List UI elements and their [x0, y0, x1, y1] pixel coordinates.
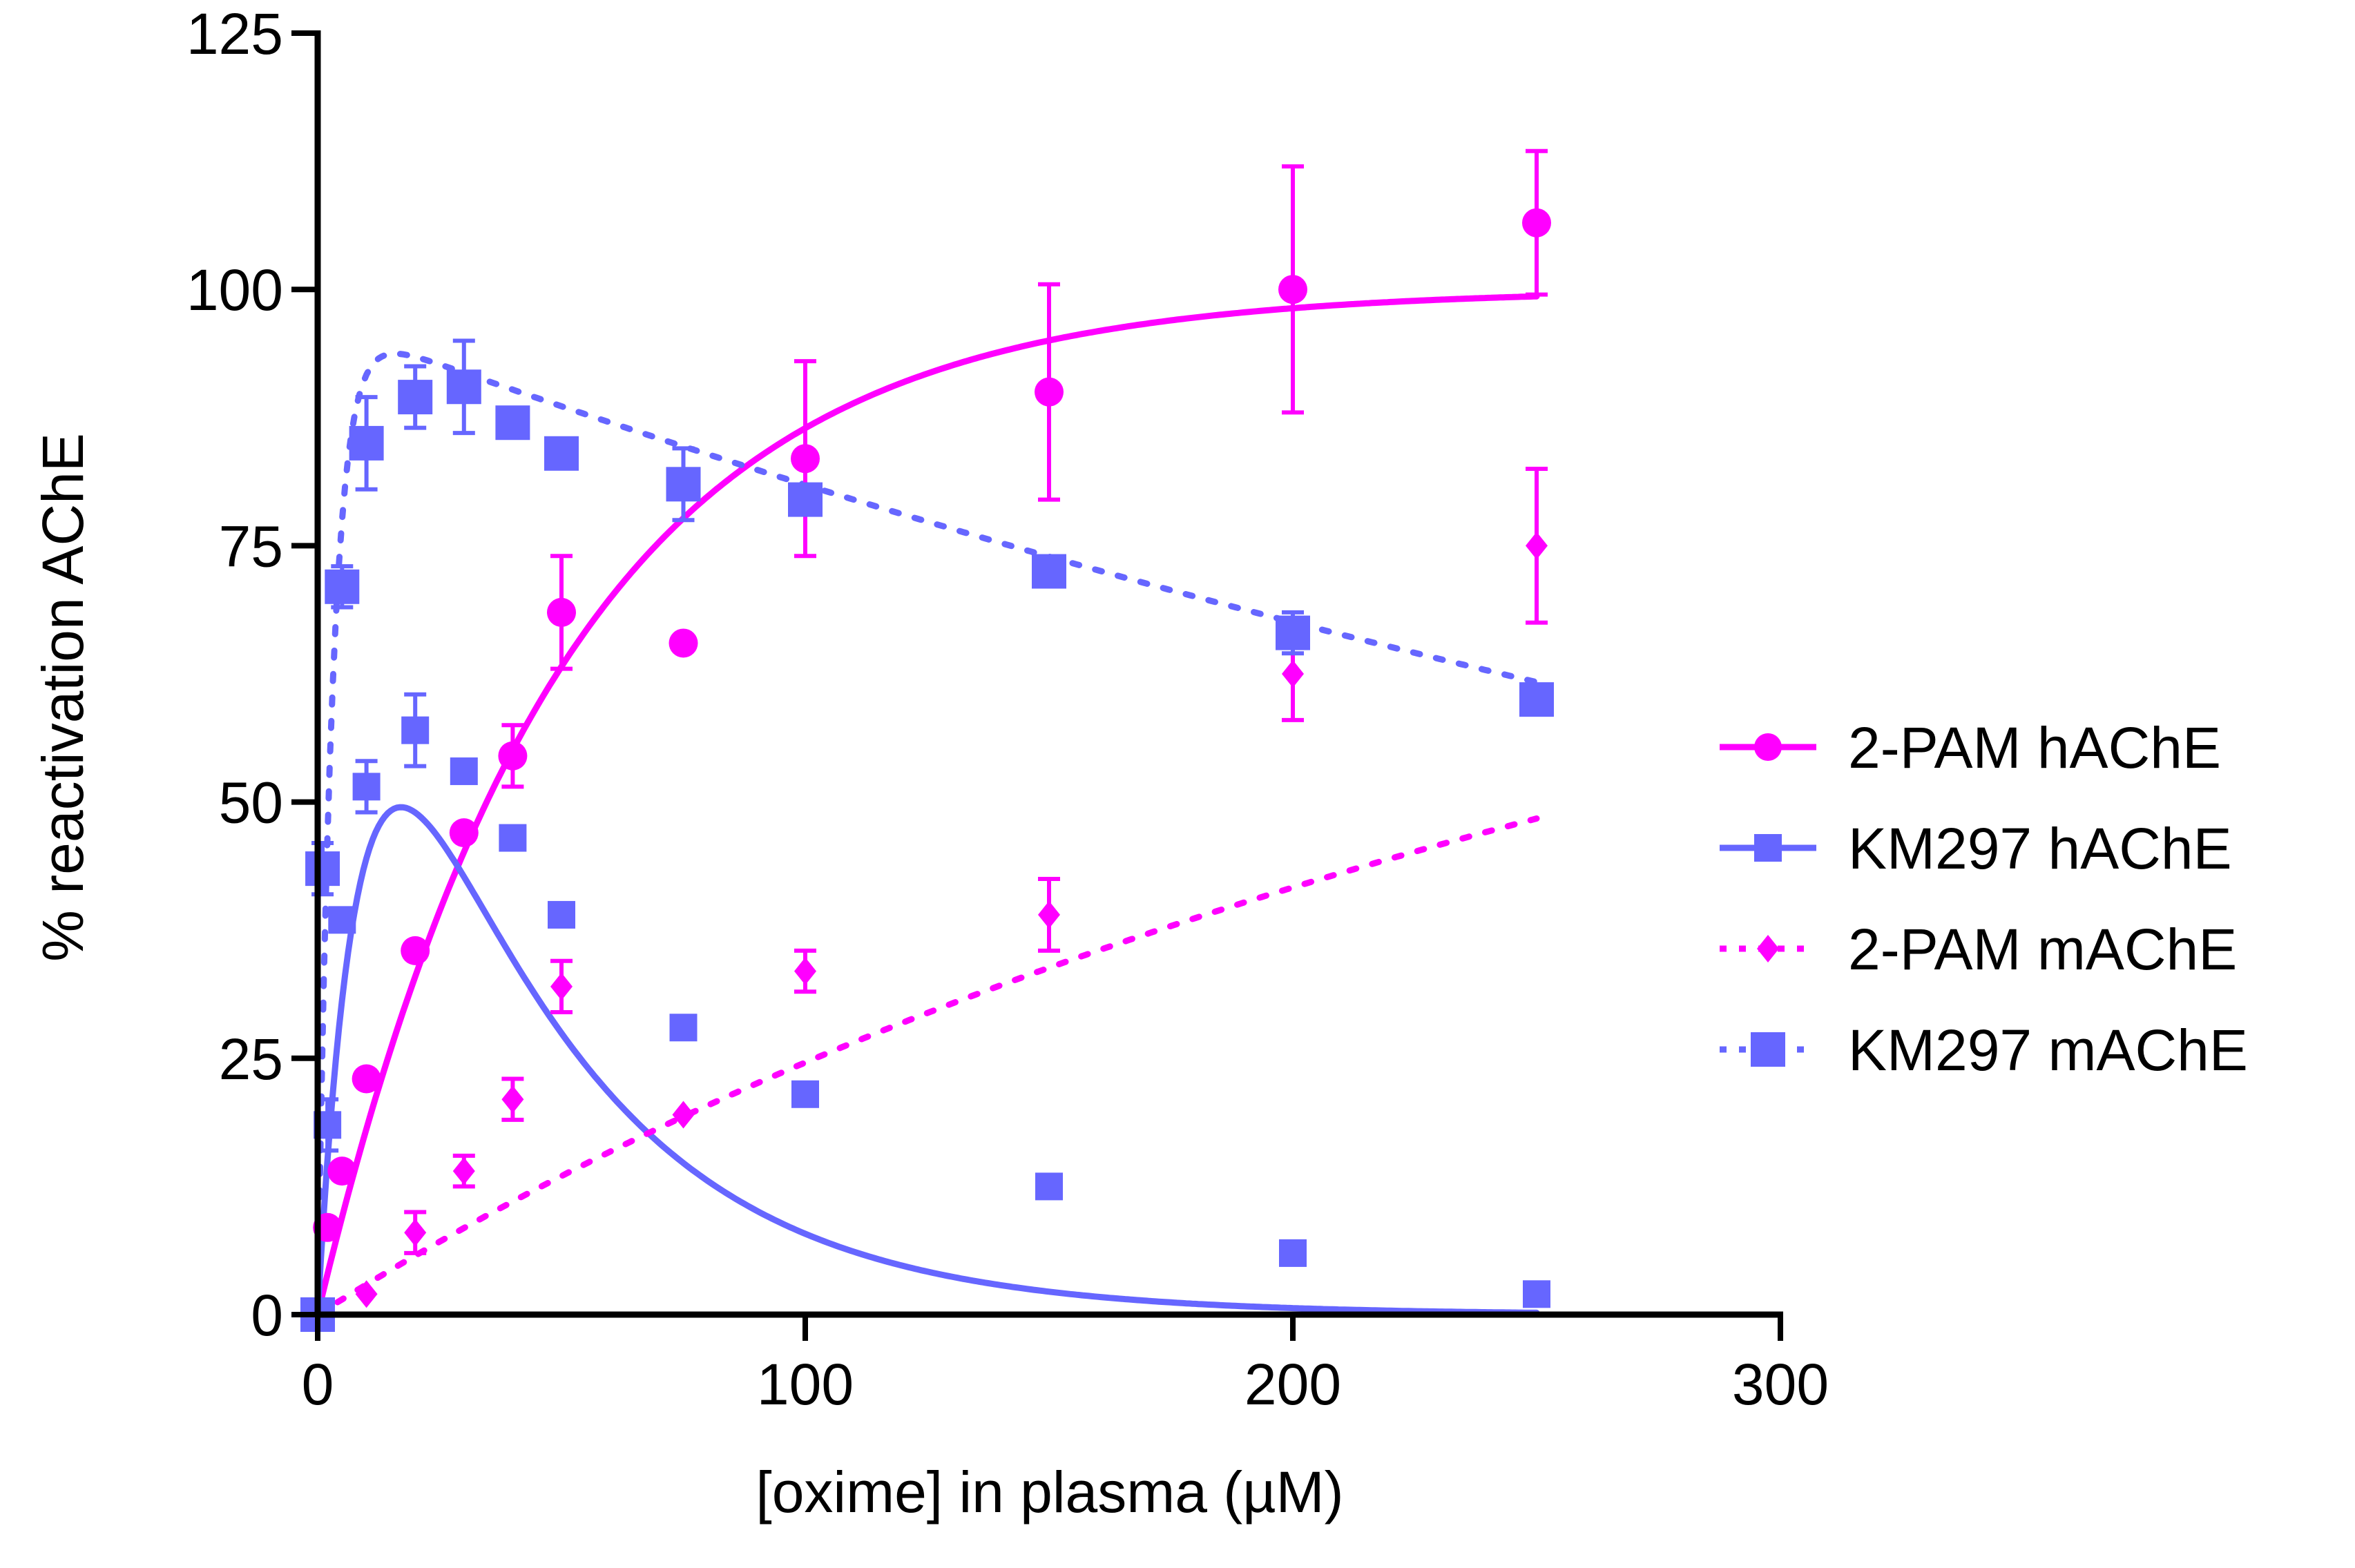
data-point-2-pam-hache-5	[449, 818, 479, 848]
y-axis-label: % reactivation AChE	[30, 433, 95, 962]
data-point-km297-hache-8	[548, 900, 575, 929]
data-point-2-pam-hache-2	[327, 1156, 357, 1186]
y-tick-label: 0	[251, 1283, 283, 1348]
data-point-2-pam-hache-10	[1035, 377, 1064, 407]
data-point-2-pam-hache-7	[547, 597, 576, 627]
data-point-2-pam-mache-5	[550, 972, 573, 1000]
legend-label: 2-PAM hAChE	[1848, 715, 2221, 780]
data-point-2-pam-mache-9	[1282, 660, 1304, 688]
data-point-2-pam-hache-11	[1278, 275, 1307, 304]
legend-item-km297-hache: KM297 hAChE	[1720, 816, 2232, 881]
data-point-2-pam-hache-6	[498, 741, 528, 771]
data-point-2-pam-hache-9	[791, 444, 820, 474]
data-point-km297-hache-10	[791, 1080, 819, 1108]
data-point-2-pam-mache-6	[672, 1101, 695, 1129]
fit-curve-2-pam-mache	[314, 815, 1540, 1318]
legend-item-km297-mache: KM297 mAChE	[1720, 1018, 2248, 1083]
legend: 2-PAM hAChE KM297 hAChE 2-PAM mAChE KM297 m…	[1720, 715, 2248, 1083]
legend-marker	[1751, 1032, 1785, 1067]
data-point-km297-hache-7	[499, 824, 527, 852]
fit-curve-km297-mache	[314, 350, 1540, 1318]
y-tick-label: 125	[186, 1, 283, 66]
data-point-2-pam-hache-12	[1522, 208, 1551, 238]
data-point-2-pam-mache-3	[452, 1157, 475, 1185]
data-point-2-pam-mache-8	[1038, 900, 1060, 929]
legend-label: KM297 mAChE	[1848, 1018, 2248, 1083]
data-point-km297-hache-11	[1035, 1172, 1063, 1201]
y-tick-label: 100	[186, 258, 283, 322]
fit-curve-2-pam-hache	[314, 293, 1540, 1318]
error-bars	[311, 148, 1548, 1255]
data-point-2-pam-mache-10	[1526, 532, 1548, 560]
data-point-km297-hache-3	[328, 906, 356, 934]
x-axis-label: [oxime] in plasma (µM)	[756, 1460, 1343, 1525]
legend-label: 2-PAM mAChE	[1848, 917, 2237, 982]
data-point-km297-hache-12	[1279, 1239, 1307, 1267]
legend-marker	[1754, 733, 1782, 761]
data-point-2-pam-hache-3	[352, 1064, 381, 1094]
fit-curves	[314, 293, 1540, 1318]
axes: 0 25 50 75 100 125 0 100 200 300	[186, 1, 1829, 1417]
data-point-km297-mache-9	[788, 482, 823, 517]
x-tick-label: 100	[757, 1352, 854, 1417]
legend-label: KM297 hAChE	[1848, 816, 2232, 881]
data-point-2-pam-mache-2	[404, 1219, 427, 1247]
data-markers	[300, 208, 1554, 1332]
data-point-km297-mache-11	[1276, 615, 1310, 650]
x-tick-label: 300	[1732, 1352, 1829, 1417]
data-point-2-pam-hache-4	[401, 936, 430, 965]
y-tick-label: 50	[219, 771, 283, 835]
data-point-km297-mache-3	[349, 425, 384, 461]
fit-curve-km297-hache	[314, 804, 1540, 1318]
data-point-km297-hache-9	[669, 1014, 698, 1042]
data-point-km297-mache-12	[1519, 682, 1554, 717]
data-point-km297-mache-10	[1032, 554, 1066, 589]
data-point-km297-hache-6	[450, 757, 478, 786]
data-point-km297-mache-5	[446, 369, 481, 405]
legend-marker	[1754, 834, 1782, 862]
data-point-2-pam-mache-1	[355, 1280, 378, 1308]
data-point-2-pam-mache-7	[794, 957, 816, 985]
data-point-km297-mache-4	[398, 380, 433, 415]
x-tick-label: 200	[1244, 1352, 1341, 1417]
data-point-km297-hache-13	[1523, 1280, 1550, 1308]
legend-item-2-pam-hache: 2-PAM hAChE	[1720, 715, 2221, 780]
data-point-km297-mache-1	[305, 851, 340, 887]
data-point-2-pam-hache-8	[669, 628, 698, 658]
y-tick-label: 25	[219, 1027, 283, 1092]
legend-item-2-pam-mache: 2-PAM mAChE	[1720, 917, 2237, 982]
x-tick-label: 0	[302, 1352, 334, 1417]
data-point-km297-mache-2	[325, 569, 360, 604]
data-point-km297-mache-6	[495, 405, 530, 441]
data-point-km297-mache-7	[544, 436, 579, 471]
data-point-km297-hache-4	[352, 773, 381, 801]
data-point-2-pam-mache-4	[501, 1085, 524, 1114]
y-tick-label: 75	[219, 514, 283, 579]
legend-marker	[1757, 935, 1779, 962]
data-point-km297-hache-5	[401, 716, 430, 744]
data-point-km297-mache-8	[666, 467, 701, 502]
